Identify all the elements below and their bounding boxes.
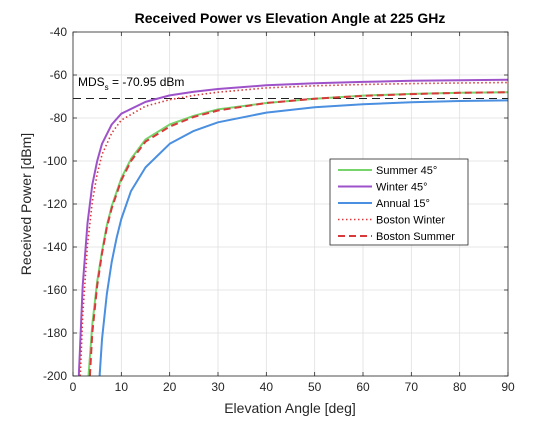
y-tick-label: -60 (50, 68, 68, 82)
y-tick-label: -140 (43, 240, 67, 254)
x-axis-label: Elevation Angle [deg] (224, 400, 356, 416)
chart-title: Received Power vs Elevation Angle at 225… (135, 10, 446, 26)
x-tick-label: 10 (115, 380, 129, 394)
series-layer (77, 78, 509, 377)
y-tick-label: -120 (43, 197, 67, 211)
mds-label-sub: s (105, 83, 109, 92)
y-axis-label: Received Power [dBm] (18, 133, 34, 275)
y-tick-label: -40 (50, 25, 68, 39)
x-tick-label: 50 (308, 380, 322, 394)
series-line-2 (77, 78, 509, 377)
legend-label: Boston Winter (376, 215, 445, 227)
legend: Summer 45° Winter 45° Annual 15° Boston Win… (329, 158, 469, 246)
x-tick-label: 20 (163, 380, 177, 394)
legend-label: Winter 45° (376, 182, 427, 194)
x-tick-label: 80 (453, 380, 467, 394)
ticks: 0 10 20 30 40 50 60 70 80 90 -200 -180 -160 -140 -120 -… (43, 25, 515, 394)
x-tick-label: 40 (260, 380, 274, 394)
legend-label: Boston Summer (376, 231, 455, 243)
x-tick-label: 70 (405, 380, 419, 394)
y-tick-label: -160 (43, 283, 67, 297)
series-line-3 (98, 99, 509, 377)
x-tick-label: 60 (356, 380, 370, 394)
x-tick-label: 30 (211, 380, 225, 394)
mds-label-main: MDS (78, 75, 105, 89)
y-tick-label: -180 (43, 326, 67, 340)
legend-label: Summer 45° (376, 165, 437, 177)
x-tick-label: 0 (70, 380, 77, 394)
legend-label: Annual 15° (376, 198, 430, 210)
mds-label-value: = -70.95 dBm (109, 75, 185, 89)
y-tick-label: -80 (50, 111, 68, 125)
y-tick-label: -100 (43, 154, 67, 168)
y-tick-label: -200 (43, 369, 67, 383)
series-line-5 (88, 91, 509, 377)
x-tick-label: 90 (501, 380, 515, 394)
mds-annotation: MDSs = -70.95 dBm (78, 75, 184, 92)
